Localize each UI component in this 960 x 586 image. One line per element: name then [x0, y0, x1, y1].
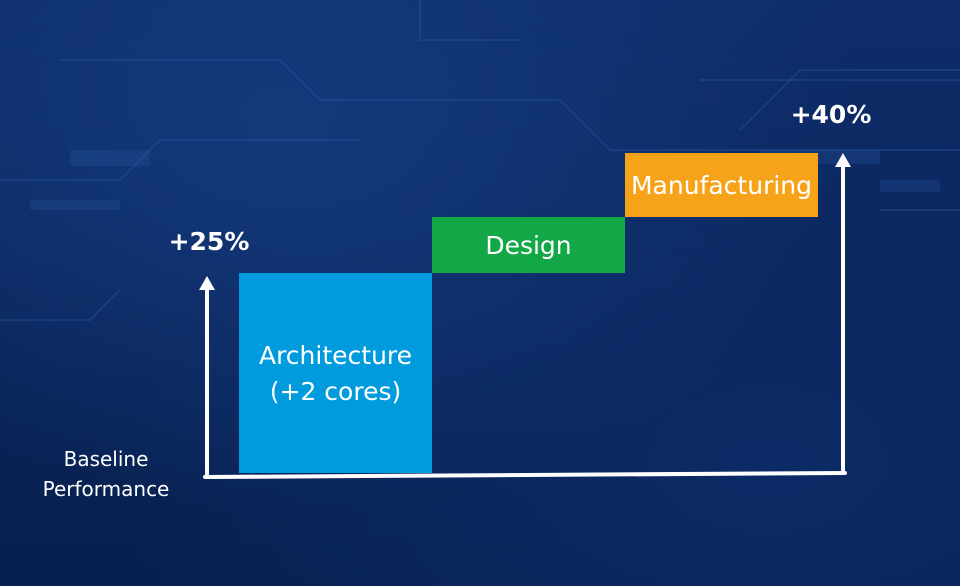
arrow-head-right-icon	[835, 153, 851, 167]
baseline-axis	[203, 471, 847, 479]
bar-label-manufacturing-0: Manufacturing	[631, 171, 812, 200]
labels-layer: Architecture (+2 cores) Design Manufacturin…	[43, 100, 872, 501]
bar-label-design-0: Design	[485, 231, 571, 260]
bars-layer	[239, 153, 818, 473]
bar-manufacturing	[625, 153, 818, 217]
bar-label-architecture-1: (+2 cores)	[270, 377, 401, 406]
baseline-label-line-1: Performance	[43, 477, 170, 501]
marker-label-right: +40%	[791, 100, 872, 129]
bar-architecture	[239, 273, 432, 473]
marker-label-left: +25%	[169, 227, 250, 256]
axes-layer	[199, 153, 851, 479]
baseline-label-line-0: Baseline	[64, 447, 149, 471]
bar-design	[432, 217, 625, 273]
bar-label-architecture-0: Architecture	[259, 341, 412, 370]
arrow-head-left-icon	[199, 276, 215, 290]
